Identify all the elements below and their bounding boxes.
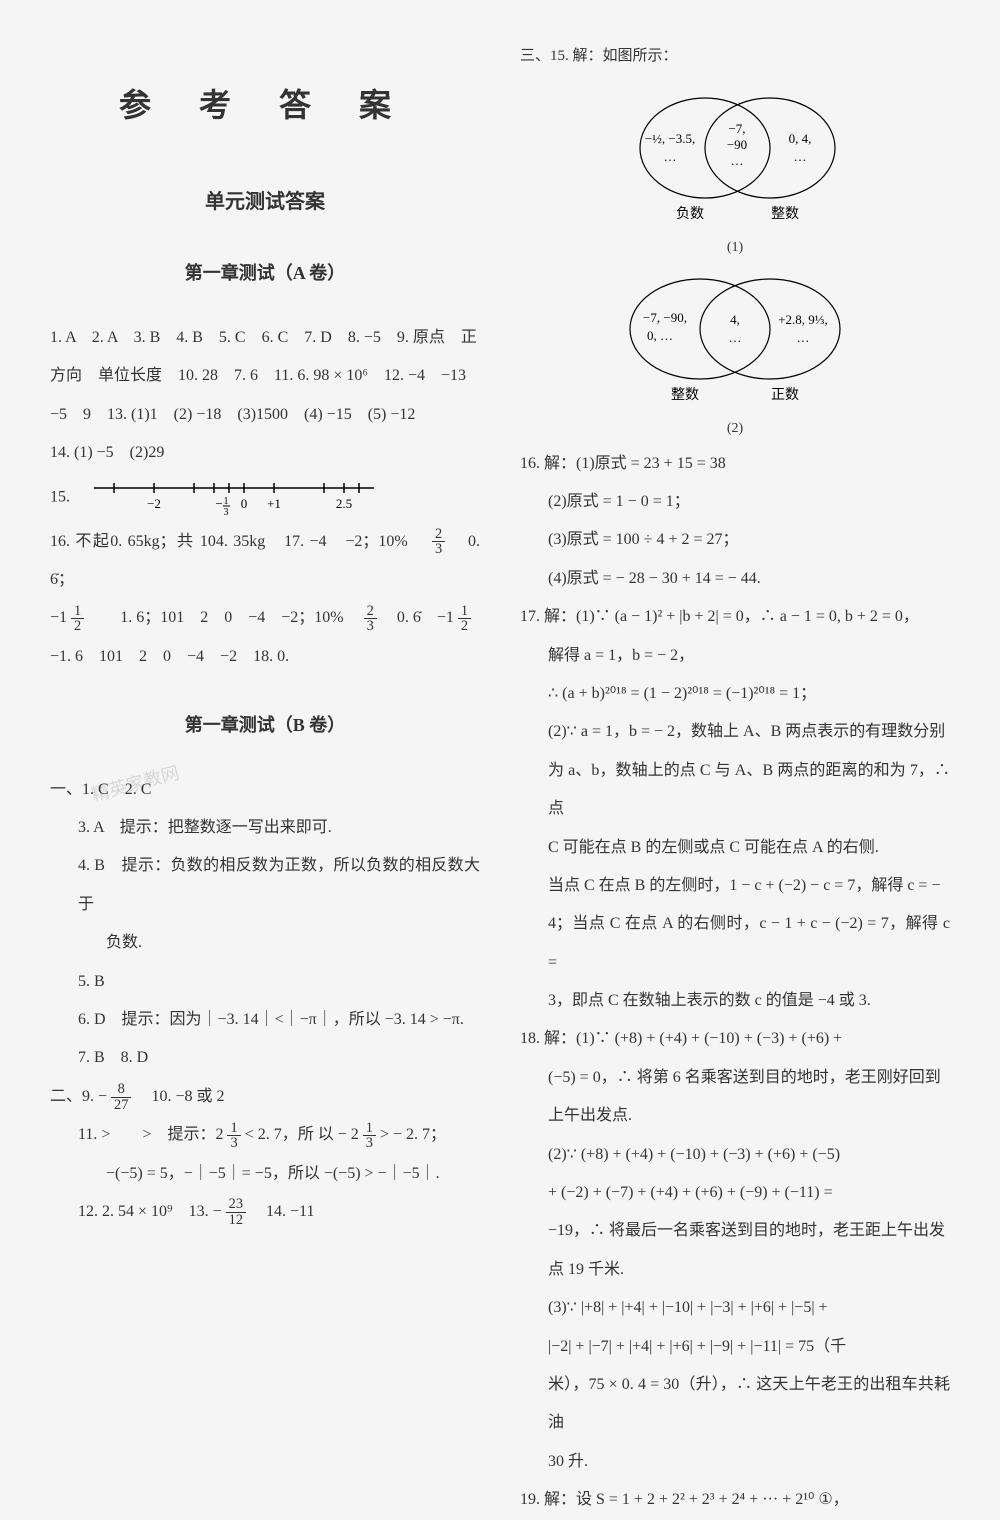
svg-text:…: …	[794, 149, 807, 164]
q18-5: + (−2) + (−7) + (+4) + (+6) + (−9) + (−1…	[520, 1174, 950, 1212]
q18-9: |−2| + |−7| + |+4| + |+6| + |−9| + |−11|…	[520, 1328, 950, 1366]
q18-10: 米），75 × 0. 4 = 30（升），∴ 这天上午老王的出租车共耗油	[520, 1366, 950, 1443]
svg-text:正数: 正数	[771, 387, 799, 403]
sec2-label: 二、	[50, 1088, 82, 1105]
b-sec2-9: 二、9. − 827 10. −8 或 2	[50, 1078, 480, 1116]
svg-text:负数: 负数	[676, 206, 704, 222]
a-line2: 方向 单位长度 10. 28 7. 6 11. 6. 98 × 10⁶ 12. …	[50, 357, 480, 395]
svg-text:2.5: 2.5	[336, 496, 352, 511]
venn-diagram-1: −½, −3.5, … −7, −90 … 0, 4, … 负数 整数	[605, 83, 865, 233]
svg-text:−½, −3.5,: −½, −3.5,	[645, 131, 695, 146]
sub-title: 单元测试答案	[50, 180, 480, 224]
q17-7: 当点 C 在点 B 的左侧时，1 − c + (−2) − c = 7，解得 c…	[520, 867, 950, 905]
frac-1-2a: 12	[71, 604, 84, 634]
q19: 19. 解：设 S = 1 + 2 + 2² + 2³ + 2⁴ + ··· +…	[520, 1481, 950, 1519]
svg-text:…: …	[731, 153, 744, 168]
number-line: −2 − 1 3 0 +1 2.5	[74, 473, 394, 523]
svg-text:+2.8, 9⅓,: +2.8, 9⅓,	[778, 312, 828, 327]
frac-1-3b: 13	[363, 1121, 376, 1151]
b12: 12. 2. 54 × 10⁹ 13. − 2312 14. −11	[50, 1193, 480, 1231]
venn1-caption: (1)	[520, 233, 950, 264]
svg-text:…: …	[729, 330, 742, 345]
q17-1: 17. 解：(1)∵ (a − 1)² + |b + 2| = 0，∴ a − …	[520, 598, 950, 636]
a-line5: 15. −2 − 1 3	[50, 473, 480, 523]
page-content: 参 考 答 案 单元测试答案 第一章测试（A 卷） 1. A 2. A 3. B…	[50, 40, 950, 1520]
b-sec1: 一、1. C 2. C	[50, 771, 480, 809]
right-column: 三、15. 解：如图所示： −½, −3.5, … −7, −90 … 0, 4…	[520, 40, 950, 1520]
q16-1: 16. 解：(1)原式 = 23 + 15 = 38	[520, 445, 950, 483]
b7: 7. B 8. D	[50, 1039, 480, 1077]
q18-3: 上午出发点.	[520, 1097, 950, 1135]
q18-4: (2)∵ (+8) + (+4) + (−10) + (−3) + (+6) +…	[520, 1136, 950, 1174]
frac-23-12: 2312	[226, 1197, 246, 1227]
b11: 11. > > 提示：2 13 < 2. 7，所 以 − 2 13 > − 2.…	[50, 1116, 480, 1154]
a-line1: 1. A 2. A 3. B 4. B 5. C 6. C 7. D 8. −5…	[50, 319, 480, 357]
frac-1-3a: 13	[227, 1121, 240, 1151]
q17-5: 为 a、b，数轴上的点 C 与 A、B 两点的距离的和为 7，∴ 点	[520, 752, 950, 829]
q18-8: (3)∵ |+8| + |+4| + |−10| + |−3| + |+6| +…	[520, 1289, 950, 1327]
venn-diagram-2: −7, −90, 0, … 4, … +2.8, 9⅓, … 整数 正数	[595, 264, 875, 414]
q18-6: −19，∴ 将最后一名乘客送到目的地时，老王距上午出发	[520, 1212, 950, 1250]
svg-text:−2: −2	[147, 496, 161, 511]
svg-text:−: −	[215, 496, 222, 511]
q18-1: 18. 解：(1)∵ (+8) + (+4) + (−10) + (−3) + …	[520, 1020, 950, 1058]
q17-9: 3，即点 C 在数轴上表示的数 c 的值是 −4 或 3.	[520, 982, 950, 1020]
svg-text:−7,: −7,	[728, 121, 745, 136]
svg-text:整数: 整数	[771, 206, 799, 222]
q17-6: C 可能在点 B 的左侧或点 C 可能在点 A 的右侧.	[520, 829, 950, 867]
a-line8: −1. 6 101 2 0 −4 −2 18. 0.	[50, 638, 480, 676]
svg-text:3: 3	[224, 507, 229, 518]
q18-7: 点 19 千米.	[520, 1251, 950, 1289]
q15-label: 15.	[50, 488, 70, 505]
a-line4: 14. (1) −5 (2)29	[50, 434, 480, 472]
svg-text:0, 4,: 0, 4,	[789, 131, 812, 146]
svg-text:−7, −90,: −7, −90,	[643, 310, 687, 325]
frac-8-27: 827	[111, 1082, 131, 1112]
q17-4: (2)∵ a = 1，b = − 2，数轴上 A、B 两点表示的有理数分别	[520, 713, 950, 751]
chapter-a-title: 第一章测试（A 卷）	[50, 254, 480, 294]
a-line7: −1 12 1. 6；101 2 0 −4 −2；10% 23 0. 6̇ −1…	[50, 599, 480, 637]
b4: 4. B 提示：负数的相反数为正数，所以负数的相反数大于	[50, 847, 480, 924]
svg-text:4,: 4,	[730, 312, 740, 327]
q17-3: ∴ (a + b)²⁰¹⁸ = (1 − 2)²⁰¹⁸ = (−1)²⁰¹⁸ =…	[520, 675, 950, 713]
a-line3: −5 9 13. (1)1 (2) −18 (3)1500 (4) −15 (5…	[50, 396, 480, 434]
svg-text:+1: +1	[267, 496, 281, 511]
b3: 3. A 提示：把整数逐一写出来即可.	[50, 809, 480, 847]
svg-text:1: 1	[224, 496, 229, 507]
left-column: 参 考 答 案 单元测试答案 第一章测试（A 卷） 1. A 2. A 3. B…	[50, 40, 480, 1520]
frac-1-2b: 12	[458, 604, 471, 634]
q17-8: 4；当点 C 在点 A 的右侧时，c − 1 + c − (−2) = 7，解得…	[520, 905, 950, 982]
right-top-label: 三、15. 解：如图所示：	[520, 40, 950, 73]
a-line6: 16. 不起0. 65kg；共 104. 35kg 17. −4 −2；10% …	[50, 523, 480, 600]
venn2-caption: (2)	[520, 414, 950, 445]
svg-text:整数: 整数	[671, 387, 699, 403]
svg-text:−90: −90	[727, 137, 747, 152]
q16-2: (2)原式 = 1 − 0 = 1；	[520, 483, 950, 521]
svg-text:…: …	[797, 330, 810, 345]
q16-3: (3)原式 = 100 ÷ 4 + 2 = 27；	[520, 521, 950, 559]
frac-2-3: 23	[432, 527, 445, 557]
frac-2-3b: 23	[364, 604, 377, 634]
b6: 6. D 提示：因为｜−3. 14｜<｜−π｜，所以 −3. 14 > −π.	[50, 1001, 480, 1039]
svg-text:0, …: 0, …	[647, 328, 673, 343]
q17-2: 解得 a = 1，b = − 2，	[520, 637, 950, 675]
q18-2: (−5) = 0，∴ 将第 6 名乘客送到目的地时，老王刚好回到	[520, 1059, 950, 1097]
svg-text:0: 0	[241, 496, 248, 511]
sec1-label: 一、	[50, 781, 82, 798]
main-title: 参 考 答 案	[50, 70, 480, 140]
svg-text:…: …	[664, 149, 677, 164]
q16-4: (4)原式 = − 28 − 30 + 14 = − 44.	[520, 560, 950, 598]
b5: 5. B	[50, 963, 480, 1001]
b4b: 负数.	[50, 924, 480, 962]
b11d: −(−5) = 5，−｜−5｜= −5，所以 −(−5) > −｜−5｜.	[50, 1155, 480, 1193]
chapter-b-title: 第一章测试（B 卷）	[50, 706, 480, 746]
